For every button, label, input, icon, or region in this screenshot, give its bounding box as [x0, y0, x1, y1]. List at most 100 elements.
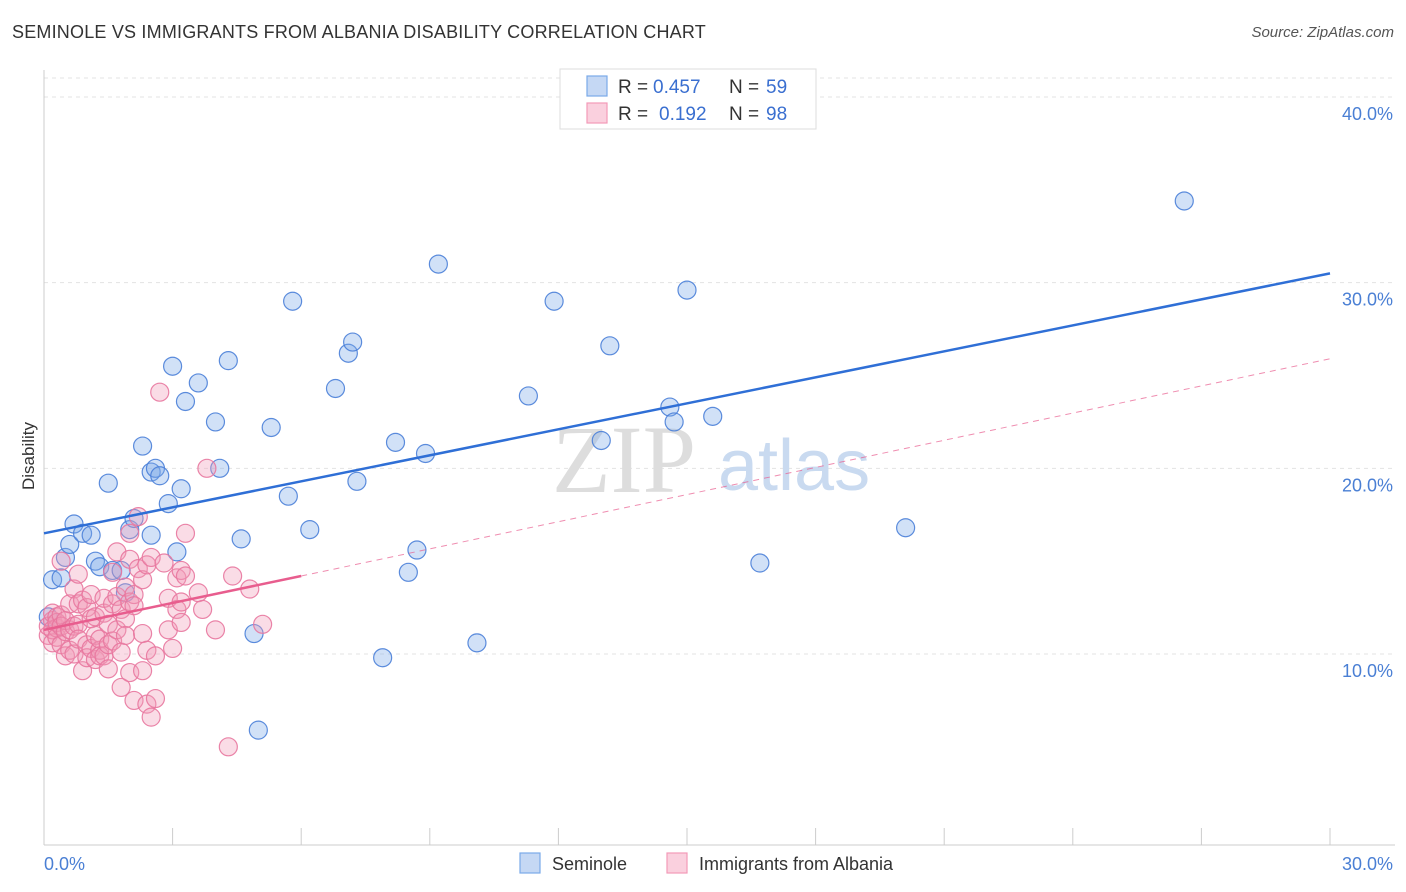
bottom-legend-label-albania: Immigrants from Albania	[699, 854, 894, 874]
seminole-point-15	[132, 436, 153, 456]
albania-point-34	[81, 584, 101, 605]
y-axis-title: Disability	[19, 421, 38, 490]
albania-point-49	[102, 562, 123, 582]
albania-point-89	[175, 523, 196, 543]
watermark-zip: ZIP	[552, 406, 696, 513]
seminole-point-33	[278, 486, 298, 506]
seminole-point-19	[150, 466, 170, 486]
seminole-point-21	[163, 356, 183, 376]
seminole-point-41	[385, 432, 406, 452]
y-tick-label-3: 40.0%	[1342, 104, 1393, 124]
legend-n-label-2: N =	[729, 104, 759, 125]
seminole-point-32	[261, 417, 281, 438]
seminole-point-44	[415, 443, 436, 464]
albania-point-23	[68, 564, 88, 584]
seminole-point-17	[141, 525, 161, 545]
albania-point-55	[111, 642, 131, 662]
top-legend: R = 0.457 N = 59 R = 0.192 N = 98	[559, 68, 817, 130]
seminole-point-40	[373, 648, 393, 668]
trend-lines	[43, 272, 1331, 632]
seminole-point-6	[81, 525, 101, 545]
albania-point-91	[193, 599, 213, 620]
albania-point-97	[253, 614, 273, 634]
albania-point-54	[111, 677, 131, 698]
seminole-point-39	[347, 471, 367, 491]
seminole-point-24	[175, 391, 196, 412]
y-tick-label-2: 30.0%	[1342, 290, 1393, 310]
legend-r-value-1: 0.457	[653, 77, 701, 98]
source-label: Source: ZipAtlas.com	[1251, 24, 1394, 41]
y-tick-label-0: 10.0%	[1342, 661, 1393, 681]
albania-point-82	[163, 638, 183, 659]
albania-point-22	[64, 644, 84, 664]
seminole-point-26	[205, 412, 226, 432]
seminole-point-42	[398, 562, 418, 582]
albania-point-95	[223, 566, 243, 586]
seminole-point-23	[171, 479, 191, 499]
seminole-trend-line	[43, 272, 1331, 535]
seminole-point-9	[98, 473, 118, 493]
seminole-point-37	[338, 343, 358, 363]
albania-point-76	[145, 688, 166, 709]
legend-n-value-1: 59	[766, 77, 787, 98]
y-tick-label-1: 20.0%	[1342, 475, 1393, 495]
seminole-point-46	[467, 633, 487, 653]
albania-point-74	[141, 707, 161, 727]
albania-point-10	[51, 551, 71, 571]
bottom-legend-label-seminole: Seminole	[552, 854, 627, 874]
gridlines	[44, 77, 1395, 655]
seminole-point-48	[544, 291, 564, 311]
seminole-point-22	[167, 542, 187, 562]
x-tick-label-min: 0.0%	[44, 854, 85, 874]
seminole-point-54	[703, 406, 723, 426]
seminole-point-50	[600, 336, 620, 356]
albania-point-63	[124, 584, 144, 605]
seminole-point-55	[750, 553, 770, 573]
seminole-point-47	[518, 386, 538, 406]
albania-point-68	[132, 570, 153, 590]
seminole-point-38	[343, 332, 363, 352]
seminole-point-28	[218, 351, 238, 371]
albania-point-92	[197, 458, 217, 478]
watermark-atlas: atlas	[718, 426, 870, 506]
seminole-point-25	[188, 373, 208, 393]
legend-n-value-2: 98	[766, 104, 787, 125]
seminole-point-57	[1174, 191, 1194, 211]
albania-point-94	[218, 737, 238, 757]
legend-r-value-2: 0.192	[659, 104, 707, 125]
albania-point-88	[175, 566, 196, 586]
seminole-point-31	[248, 720, 268, 740]
albania-point-77	[145, 646, 166, 666]
legend-swatch-seminole	[586, 75, 608, 97]
albania-point-79	[154, 553, 174, 573]
albania-point-93	[205, 620, 226, 640]
albania-point-70	[132, 661, 153, 681]
albania-point-65	[124, 690, 144, 711]
seminole-point-35	[300, 520, 320, 540]
y-tick-labels: 10.0% 20.0% 30.0% 40.0%	[1342, 104, 1393, 681]
seminole-point-45	[428, 254, 448, 274]
albania-points	[38, 382, 273, 757]
albania-point-69	[132, 623, 153, 644]
seminole-point-43	[407, 540, 427, 560]
seminole-point-52	[664, 412, 684, 432]
legend-swatch-albania	[586, 102, 608, 124]
seminole-point-53	[677, 280, 697, 300]
albania-point-78	[150, 382, 170, 402]
legend-n-label-1: N =	[729, 77, 759, 98]
chart-title: SEMINOLE VS IMMIGRANTS FROM ALBANIA DISA…	[12, 22, 706, 42]
albania-point-85	[171, 612, 191, 633]
seminole-point-34	[283, 291, 303, 311]
albania-point-58	[115, 625, 136, 646]
bottom-legend-swatch-albania	[666, 852, 688, 874]
bottom-legend: Seminole Immigrants from Albania	[519, 852, 894, 874]
seminole-point-36	[325, 378, 346, 399]
albania-trend-line	[43, 574, 302, 632]
legend-r-label-1: R =	[618, 77, 648, 98]
seminole-point-56	[896, 518, 916, 538]
x-axis-ticks	[43, 828, 1331, 845]
x-tick-label-max: 30.0%	[1342, 854, 1393, 874]
legend-r-label-2: R =	[618, 104, 648, 125]
seminole-point-29	[231, 529, 251, 549]
